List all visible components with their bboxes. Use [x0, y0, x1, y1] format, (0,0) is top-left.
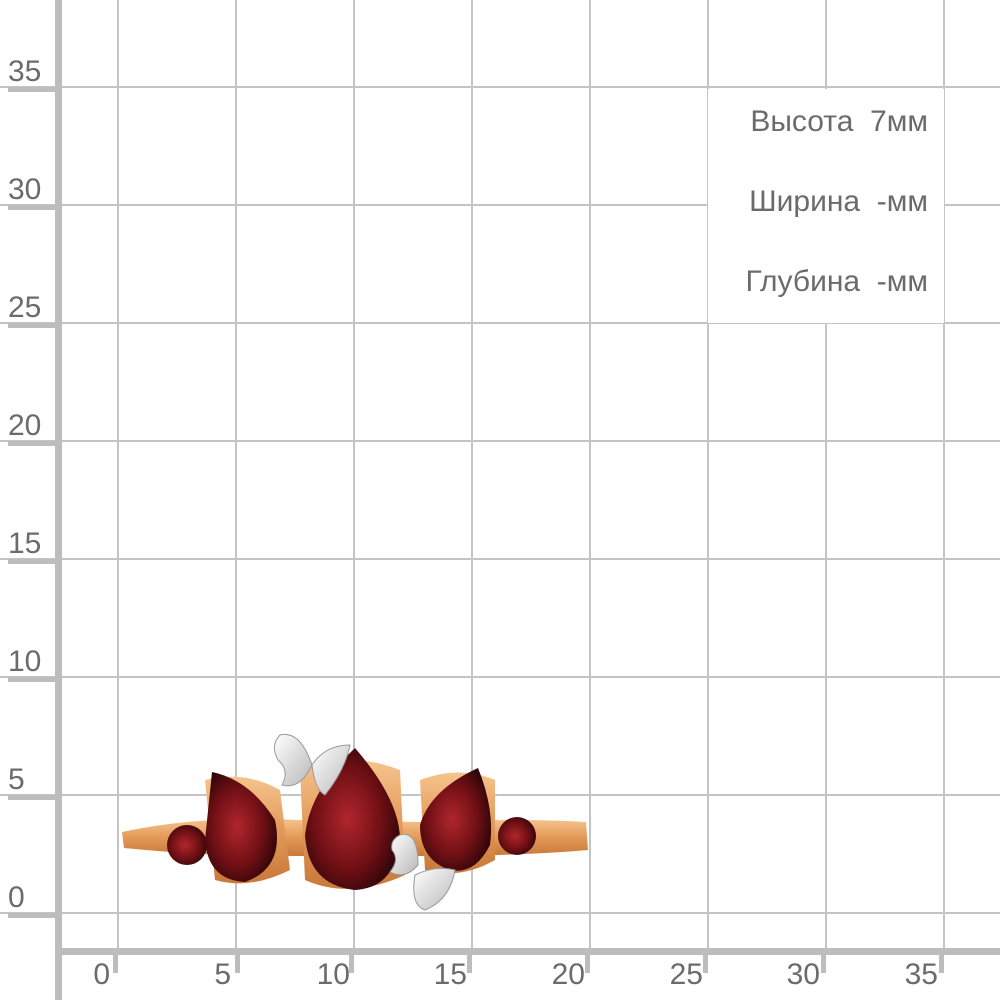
x-tick-label: 0: [93, 958, 110, 991]
x-tick-label: 5: [214, 958, 231, 991]
x-tick: [235, 955, 240, 973]
x-tick-label: 10: [316, 958, 350, 991]
y-axis: [55, 0, 62, 1000]
y-tick-label: 20: [8, 411, 56, 446]
dimensions-panel: Высота 7мм Ширина -мм Глубина -мм: [708, 89, 944, 323]
x-tick: [703, 955, 708, 973]
x-tick-label: 35: [904, 958, 938, 991]
x-tick: [113, 955, 118, 973]
x-tick: [349, 955, 354, 973]
grid-line: [707, 0, 709, 948]
x-tick: [821, 955, 826, 973]
grid-line: [943, 0, 945, 948]
grid-line: [0, 86, 1000, 88]
grid-line: [0, 204, 1000, 206]
x-tick: [467, 955, 472, 973]
y-tick-label: 5: [8, 765, 56, 800]
depth-label: Глубина -мм: [745, 265, 928, 298]
x-tick-label: 20: [551, 958, 585, 991]
grid-line: [825, 0, 827, 948]
y-tick-label: 25: [8, 293, 56, 328]
y-tick-label: 0: [8, 883, 56, 918]
pear-garnet-right: [420, 768, 492, 871]
grid-line: [0, 558, 1000, 560]
butterfly-icon: [311, 744, 351, 796]
butterfly-icon: [413, 867, 456, 911]
small-round-garnet: [167, 825, 207, 865]
grid-line: [0, 322, 1000, 324]
x-tick-label: 25: [669, 958, 703, 991]
y-tick-label: 30: [8, 175, 56, 210]
grid-line: [0, 440, 1000, 442]
x-tick: [939, 955, 944, 973]
x-tick-label: 30: [786, 958, 820, 991]
butterfly-icon: [389, 833, 419, 876]
grid-line: [471, 0, 473, 948]
garnet-stones: [167, 748, 536, 890]
grid-line: [0, 912, 1000, 914]
grid-line: [235, 0, 237, 948]
y-tick-label: 35: [8, 57, 56, 92]
grid-line: [353, 0, 355, 948]
small-round-garnet: [498, 817, 536, 855]
x-tick-label: 15: [433, 958, 467, 991]
grid-line: [0, 794, 1000, 796]
x-axis: [55, 948, 1000, 955]
silver-butterflies: [274, 733, 456, 911]
height-label: Высота 7мм: [750, 105, 928, 138]
x-tick: [585, 955, 590, 973]
width-label: Ширина -мм: [749, 185, 928, 218]
grid-line: [117, 0, 119, 948]
y-tick-label: 10: [8, 647, 56, 682]
grid-line: [0, 676, 1000, 678]
pear-garnet-left: [205, 772, 277, 882]
grid-line: [589, 0, 591, 948]
butterfly-icon: [274, 733, 313, 787]
y-tick-label: 15: [8, 529, 56, 564]
